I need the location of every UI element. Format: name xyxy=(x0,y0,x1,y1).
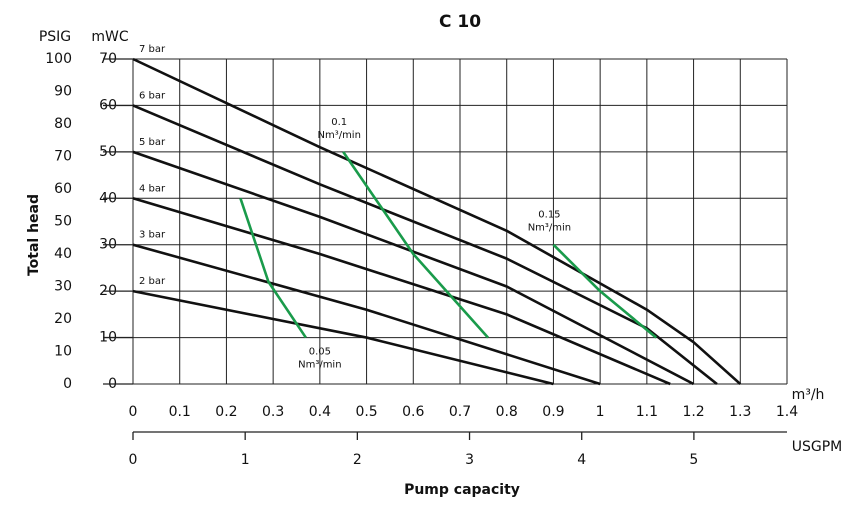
x-tick-label: 0.4 xyxy=(309,404,331,420)
x2-tick-label: 0 xyxy=(129,452,138,468)
curve-unit: Nm³/min xyxy=(317,130,360,141)
series-line xyxy=(132,104,718,386)
x-tick-label: 1.2 xyxy=(682,404,704,420)
x-tick-label: 0 xyxy=(129,404,138,420)
chart-title: C 10 xyxy=(439,12,481,32)
y2-tick-label: 40 xyxy=(54,246,72,262)
x2-tick-label: 4 xyxy=(577,452,586,468)
y-axis-label: Total head xyxy=(26,194,42,276)
x-tick-label: 0.8 xyxy=(496,404,518,420)
curve-label: 3 bar xyxy=(139,230,166,241)
y-unit: mWC xyxy=(91,29,128,45)
series-line xyxy=(132,57,742,385)
x-tick-label: 0.6 xyxy=(402,404,424,420)
y2-tick-label: 80 xyxy=(54,116,72,132)
x-tick-label: 0.1 xyxy=(169,404,191,420)
x-unit: m³/h xyxy=(792,387,825,403)
x-axis-label: Pump capacity xyxy=(404,482,520,498)
series-line xyxy=(132,150,695,386)
y2-tick-label: 20 xyxy=(54,311,72,327)
series-line xyxy=(132,197,671,386)
series-line xyxy=(132,289,554,386)
x-tick-label: 1.3 xyxy=(729,404,751,420)
x-tick-label: 0.2 xyxy=(215,404,237,420)
curve-label: 0.05 xyxy=(309,347,331,358)
curve-unit: Nm³/min xyxy=(528,223,571,234)
y2-unit: PSIG xyxy=(39,29,71,45)
x2-tick-label: 1 xyxy=(241,452,250,468)
series-line xyxy=(342,151,489,339)
curve-label: 0.1 xyxy=(331,117,347,128)
x-tick-label: 1 xyxy=(596,404,605,420)
x2-unit: USGPM xyxy=(792,439,843,455)
series-line xyxy=(239,197,307,339)
series-line xyxy=(132,243,601,386)
y2-tick-label: 10 xyxy=(54,344,72,360)
y2-tick-label: 50 xyxy=(54,214,72,230)
x-tick-label: 1.1 xyxy=(636,404,658,420)
series-line xyxy=(552,243,658,339)
y2-tick-label: 60 xyxy=(54,181,72,197)
y2-tick-label: 70 xyxy=(54,149,72,165)
curve-label: 5 bar xyxy=(139,137,166,148)
curve-label: 2 bar xyxy=(139,276,166,287)
x-tick-label: 0.5 xyxy=(355,404,377,420)
x-tick-label: 0.9 xyxy=(542,404,564,420)
x2-tick-label: 5 xyxy=(689,452,698,468)
x-tick-label: 0.7 xyxy=(449,404,471,420)
x2-tick-label: 2 xyxy=(353,452,362,468)
y2-tick-label: 30 xyxy=(54,279,72,295)
y2-tick-label: 0 xyxy=(63,376,72,392)
curve-unit: Nm³/min xyxy=(298,360,341,371)
x2-tick-label: 3 xyxy=(465,452,474,468)
x-tick-label: 1.4 xyxy=(776,404,798,420)
curve-label: 7 bar xyxy=(139,44,166,55)
y2-tick-label: 90 xyxy=(54,84,72,100)
x-tick-label: 0.3 xyxy=(262,404,284,420)
y2-tick-label: 100 xyxy=(45,51,72,67)
curve-label: 0.15 xyxy=(538,210,560,221)
curve-label: 6 bar xyxy=(139,90,166,101)
curve-label: 4 bar xyxy=(139,183,166,194)
